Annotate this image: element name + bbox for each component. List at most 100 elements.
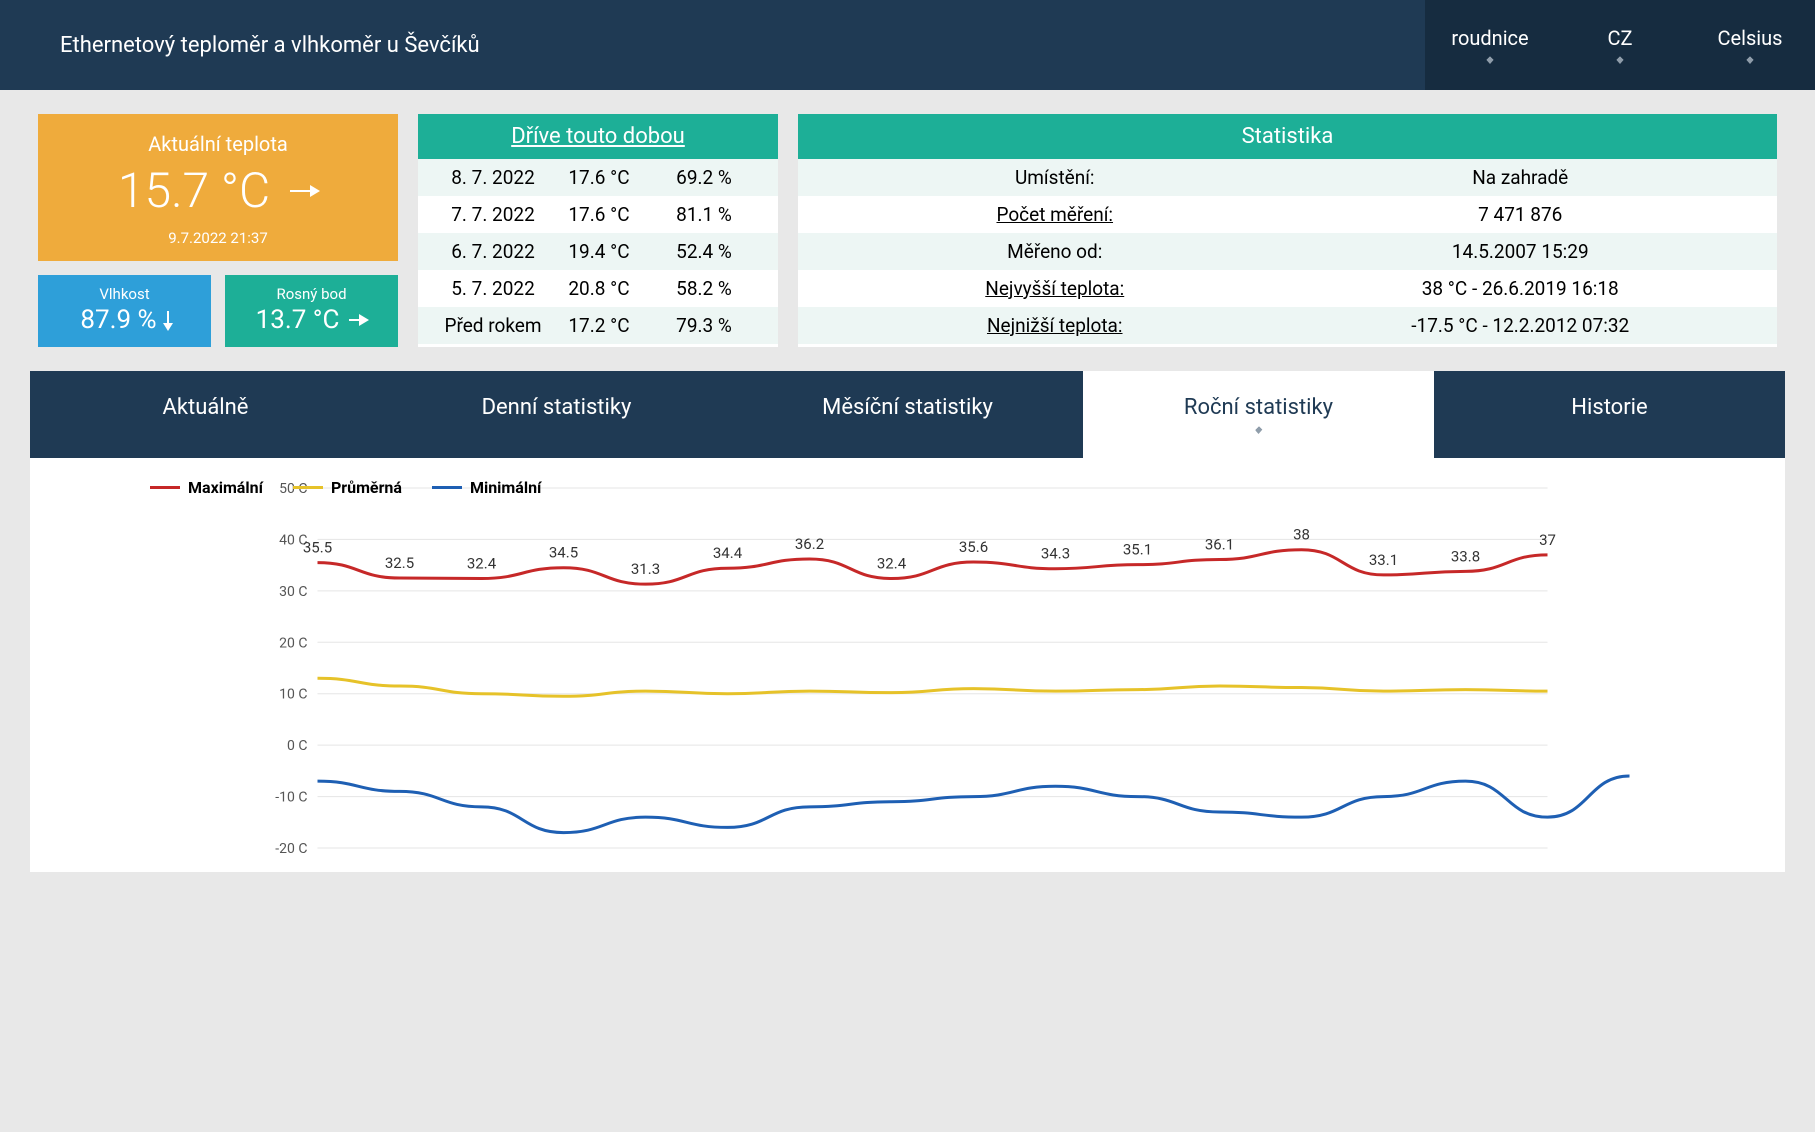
stat-row[interactable]: Nejnižší teplota: -17.5 °C - 12.2.2012 0… — [798, 307, 1777, 344]
widgets-row: Aktuální teplota 15.7 °C 9.7.2022 21:37 … — [0, 90, 1815, 371]
arrow-right-icon — [290, 190, 318, 192]
yearly-chart: -20 C-10 C0 C10 C20 C30 C40 C50 C35.532.… — [60, 478, 1755, 858]
legend-item[interactable]: Minimální — [432, 478, 541, 497]
history-humidity: 58.2 % — [654, 277, 754, 300]
history-humidity: 69.2 % — [654, 166, 754, 189]
stat-row[interactable]: Měřeno od: 14.5.2007 15:29 — [798, 233, 1777, 270]
humidity-value: 87.9 % — [80, 305, 168, 335]
stats-panel-header: Statistika — [798, 114, 1777, 159]
chevron-down-icon — [1743, 56, 1757, 64]
tab-denní-statistiky[interactable]: Denní statistiky — [381, 371, 732, 458]
history-temp: 19.4 °C — [544, 240, 654, 263]
location-dropdown-label: roudnice — [1451, 26, 1528, 50]
arrow-right-icon — [349, 319, 367, 321]
history-date: 6. 7. 2022 — [442, 240, 544, 263]
chevron-down-icon — [1483, 56, 1497, 64]
tab-label: Měsíční statistiky — [732, 395, 1083, 420]
legend-item[interactable]: Maximální — [150, 478, 263, 497]
history-date: Před rokem — [442, 314, 544, 337]
header: Ethernetový teploměr a vlhkoměr u Ševčík… — [0, 0, 1815, 90]
humidity-card[interactable]: Vlhkost 87.9 % — [38, 275, 211, 347]
page-title: Ethernetový teploměr a vlhkoměr u Ševčík… — [0, 33, 1425, 58]
stat-label: Měřeno od: — [822, 240, 1288, 263]
svg-text:10 C: 10 C — [279, 687, 307, 703]
svg-text:35.5: 35.5 — [303, 539, 332, 557]
history-temp: 17.2 °C — [544, 314, 654, 337]
history-row[interactable]: 7. 7. 2022 17.6 °C 81.1 % — [418, 196, 778, 233]
history-date: 7. 7. 2022 — [442, 203, 544, 226]
svg-text:37: 37 — [1539, 531, 1556, 549]
svg-text:33.8: 33.8 — [1451, 547, 1480, 565]
language-dropdown-label: CZ — [1608, 26, 1633, 50]
history-humidity: 79.3 % — [654, 314, 754, 337]
tabs: AktuálněDenní statistikyMěsíční statisti… — [30, 371, 1785, 458]
svg-text:36.1: 36.1 — [1205, 535, 1234, 553]
tab-historie[interactable]: Historie — [1434, 371, 1785, 458]
current-timestamp: 9.7.2022 21:37 — [48, 229, 388, 247]
dewpoint-card[interactable]: Rosný bod 13.7 °C — [225, 275, 398, 347]
stat-label: Počet měření: — [822, 203, 1288, 226]
tab-aktuálně[interactable]: Aktuálně — [30, 371, 381, 458]
stat-value: 38 °C - 26.6.2019 16:18 — [1288, 277, 1754, 300]
current-temp-value: 15.7 °C — [118, 162, 318, 219]
svg-text:33.1: 33.1 — [1369, 551, 1398, 569]
legend-item[interactable]: Průměrná — [293, 478, 402, 497]
current-temp-text: 15.7 °C — [118, 162, 270, 219]
current-temp-title: Aktuální teplota — [48, 132, 388, 156]
svg-text:32.4: 32.4 — [467, 555, 497, 573]
language-dropdown[interactable]: CZ — [1555, 0, 1685, 90]
history-temp: 20.8 °C — [544, 277, 654, 300]
tab-label: Historie — [1434, 395, 1785, 420]
stat-value: Na zahradě — [1288, 166, 1754, 189]
current-temp-card[interactable]: Aktuální teplota 15.7 °C 9.7.2022 21:37 — [38, 114, 398, 261]
history-row[interactable]: 6. 7. 2022 19.4 °C 52.4 % — [418, 233, 778, 270]
tab-label: Roční statistiky — [1083, 395, 1434, 420]
history-date: 8. 7. 2022 — [442, 166, 544, 189]
legend-label: Maximální — [188, 478, 263, 497]
history-rows-container: 8. 7. 2022 17.6 °C 69.2 %7. 7. 2022 17.6… — [418, 159, 778, 344]
stat-row[interactable]: Umístění: Na zahradě — [798, 159, 1777, 196]
svg-text:32.4: 32.4 — [877, 555, 907, 573]
svg-text:34.4: 34.4 — [713, 544, 743, 562]
location-dropdown[interactable]: roudnice — [1425, 0, 1555, 90]
history-date: 5. 7. 2022 — [442, 277, 544, 300]
dewpoint-label: Rosný bod — [229, 285, 394, 303]
svg-text:20 C: 20 C — [279, 635, 307, 651]
svg-text:36.2: 36.2 — [795, 535, 824, 553]
stat-label: Nejnižší teplota: — [822, 314, 1288, 337]
stat-row[interactable]: Nejvyšší teplota: 38 °C - 26.6.2019 16:1… — [798, 270, 1777, 307]
chart-area: Maximální Průměrná Minimální -20 C -10 C 0… — [30, 458, 1785, 872]
tab-label: Aktuálně — [30, 395, 381, 420]
legend-swatch — [432, 486, 462, 489]
svg-text:-20 C: -20 C — [275, 841, 307, 857]
svg-text:35.6: 35.6 — [959, 538, 988, 556]
svg-text:34.3: 34.3 — [1041, 545, 1070, 563]
stat-row[interactable]: Počet měření: 7 471 876 — [798, 196, 1777, 233]
stat-label: Nejvyšší teplota: — [822, 277, 1288, 300]
stat-value: -17.5 °C - 12.2.2012 07:32 — [1288, 314, 1754, 337]
svg-text:34.5: 34.5 — [549, 544, 578, 562]
legend-swatch — [293, 486, 323, 489]
unit-dropdown-label: Celsius — [1717, 26, 1782, 50]
svg-text:0 C: 0 C — [287, 738, 307, 754]
arrow-down-icon — [167, 311, 169, 329]
history-panel-header[interactable]: Dříve touto dobou — [418, 114, 778, 159]
svg-text:35.1: 35.1 — [1123, 541, 1152, 559]
stat-value: 7 471 876 — [1288, 203, 1754, 226]
history-row[interactable]: 5. 7. 2022 20.8 °C 58.2 % — [418, 270, 778, 307]
chevron-down-icon — [1252, 426, 1266, 434]
legend-label: Minimální — [470, 478, 541, 497]
tab-roční-statistiky[interactable]: Roční statistiky — [1083, 371, 1434, 458]
unit-dropdown[interactable]: Celsius — [1685, 0, 1815, 90]
svg-text:38: 38 — [1293, 526, 1310, 544]
history-row[interactable]: Před rokem 17.2 °C 79.3 % — [418, 307, 778, 344]
stats-panel: Statistika Umístění: Na zahraděPočet měř… — [798, 114, 1777, 347]
svg-text:30 C: 30 C — [279, 584, 307, 600]
history-temp: 17.6 °C — [544, 166, 654, 189]
history-humidity: 52.4 % — [654, 240, 754, 263]
chevron-down-icon — [1613, 56, 1627, 64]
history-row[interactable]: 8. 7. 2022 17.6 °C 69.2 % — [418, 159, 778, 196]
svg-text:-10 C: -10 C — [275, 790, 307, 806]
tab-měsíční-statistiky[interactable]: Měsíční statistiky — [732, 371, 1083, 458]
humidity-label: Vlhkost — [42, 285, 207, 303]
